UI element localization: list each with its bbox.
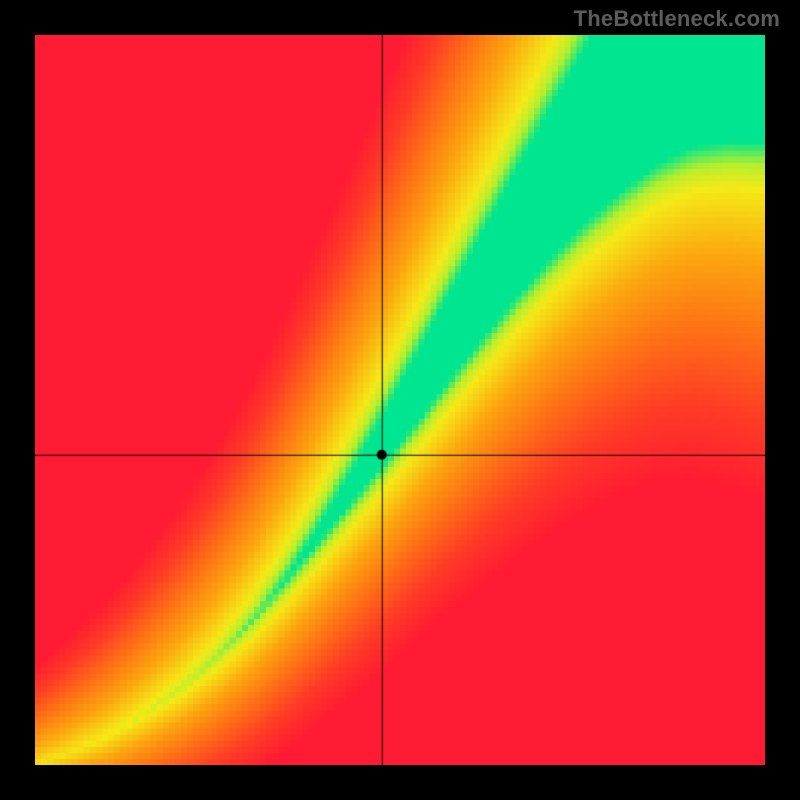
source-watermark: TheBottleneck.com [574,6,780,32]
chart-container: TheBottleneck.com [0,0,800,800]
crosshair-overlay [35,35,765,765]
